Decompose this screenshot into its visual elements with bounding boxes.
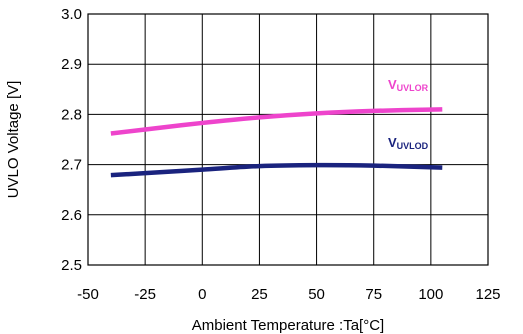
x-tick-label: 50 bbox=[308, 286, 325, 303]
x-tick-label: -25 bbox=[134, 286, 156, 303]
y-tick-label: 2.6 bbox=[61, 207, 82, 224]
y-tick-label: 2.9 bbox=[61, 56, 82, 73]
x-tick-label: 0 bbox=[198, 286, 206, 303]
series-label-vuvlod: VUVLOD bbox=[388, 135, 429, 151]
x-tick-label: -50 bbox=[77, 286, 99, 303]
series-line-vuvlor bbox=[110, 107, 443, 136]
y-tick-labels: 2.5 2.6 2.7 2.8 2.9 3.0 bbox=[61, 6, 82, 274]
x-tick-labels: -50 -25 0 25 50 75 100 125 bbox=[77, 286, 500, 303]
x-tick-label: 100 bbox=[418, 286, 443, 303]
y-axis-title: UVLO Voltage [V] bbox=[5, 81, 22, 199]
y-tick-label: 2.8 bbox=[61, 106, 82, 123]
x-axis-title: Ambient Temperature :Ta[°C] bbox=[192, 317, 384, 334]
y-tick-label: 2.5 bbox=[61, 257, 82, 274]
y-tick-label: 3.0 bbox=[61, 6, 82, 23]
series-labels: VUVLOR VUVLOD bbox=[388, 77, 429, 151]
series-label-vuvlor: VUVLOR bbox=[388, 77, 429, 93]
grid-lines bbox=[88, 14, 488, 265]
series-layer bbox=[110, 107, 443, 178]
x-tick-label: 25 bbox=[251, 286, 268, 303]
plot-area-frame bbox=[87, 13, 489, 266]
series-line-vuvlod bbox=[110, 162, 443, 178]
y-tick-label: 2.7 bbox=[61, 157, 82, 174]
x-tick-label: 75 bbox=[365, 286, 382, 303]
x-tick-label: 125 bbox=[475, 286, 500, 303]
